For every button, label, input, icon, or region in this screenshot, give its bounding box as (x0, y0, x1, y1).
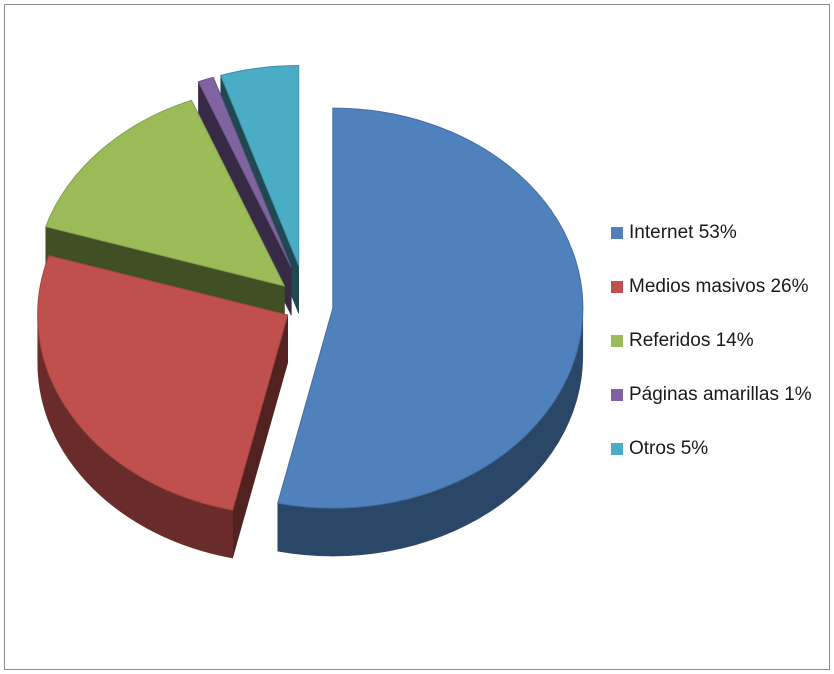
pie-slice-internet-53 (277, 107, 584, 557)
legend-label-medios-masivos: Medios masivos 26% (629, 276, 809, 297)
pie-slice-top (45, 99, 286, 287)
legend-swatch-otros (611, 443, 623, 455)
legend-item-otros: Otros 5% (611, 435, 812, 463)
legend-swatch-paginas-amarillas (611, 389, 623, 401)
legend-item-paginas-amarillas: Páginas amarillas 1% (611, 381, 812, 409)
pie-slice-medios-masivos-26 (37, 255, 289, 559)
legend-swatch-medios-masivos (611, 281, 623, 293)
chart-frame: Internet 53% Medios masivos 26% Referido… (4, 4, 830, 670)
legend-swatch-referidos (611, 335, 623, 347)
pie-slice-top (219, 65, 300, 266)
pie-chart (37, 65, 584, 559)
legend-label-internet: Internet 53% (629, 222, 737, 243)
legend-label-referidos: Referidos 14% (629, 330, 754, 351)
pie-slice-top (37, 255, 289, 511)
legend-label-paginas-amarillas: Páginas amarillas 1% (629, 384, 812, 405)
legend-label-otros: Otros 5% (629, 438, 709, 459)
legend-item-medios-masivos: Medios masivos 26% (611, 273, 812, 301)
pie-slice-top (277, 107, 584, 509)
legend-item-internet: Internet 53% (611, 219, 812, 247)
legend-item-referidos: Referidos 14% (611, 327, 812, 355)
legend-swatch-internet (611, 227, 623, 239)
legend: Internet 53% Medios masivos 26% Referido… (611, 219, 812, 489)
pie-slice-top (197, 76, 292, 268)
